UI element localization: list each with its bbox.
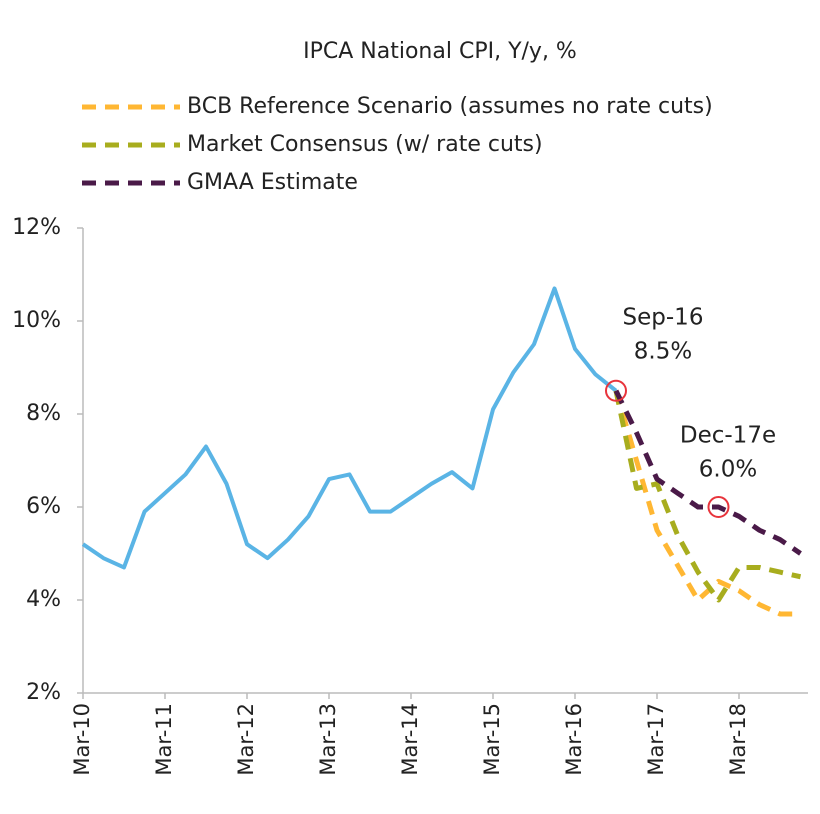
- y-tick-label: 4%: [26, 587, 61, 612]
- y-tick-label: 10%: [12, 308, 61, 333]
- legend-label: Market Consensus (w/ rate cuts): [187, 132, 543, 157]
- actual-line: [81, 286, 618, 570]
- x-tick-label: Mar-18: [726, 703, 750, 776]
- x-tick-label: Mar-12: [234, 703, 258, 776]
- annotation-label: Sep-16: [623, 305, 704, 331]
- highlight-circle: [605, 379, 627, 402]
- legend-label: BCB Reference Scenario (assumes no rate …: [187, 94, 713, 119]
- forecast-line: [613, 389, 802, 556]
- x-tick-label: Mar-16: [562, 703, 586, 776]
- x-tick-label: Mar-13: [316, 703, 340, 776]
- annotation-value: 8.5%: [634, 339, 692, 365]
- y-tick-label: 8%: [26, 401, 61, 426]
- x-tick-label: Mar-10: [70, 703, 94, 776]
- forecast-line: [613, 390, 801, 617]
- annotation-label: Dec-17e: [680, 423, 776, 449]
- x-tick-label: Mar-17: [644, 703, 668, 776]
- annotation-value: 6.0%: [699, 457, 757, 483]
- y-tick-label: 12%: [12, 215, 61, 240]
- legend-label: GMAA Estimate: [187, 170, 358, 195]
- chart-title: IPCA National CPI, Y/y, %: [303, 39, 577, 64]
- forecast-line: [613, 390, 802, 603]
- highlight-circle: [707, 496, 730, 518]
- y-tick-label: 6%: [26, 494, 61, 519]
- x-tick-label: Mar-11: [152, 703, 176, 776]
- x-tick-label: Mar-14: [398, 703, 422, 776]
- x-tick-label: Mar-15: [480, 703, 504, 776]
- y-tick-label: 2%: [26, 680, 61, 705]
